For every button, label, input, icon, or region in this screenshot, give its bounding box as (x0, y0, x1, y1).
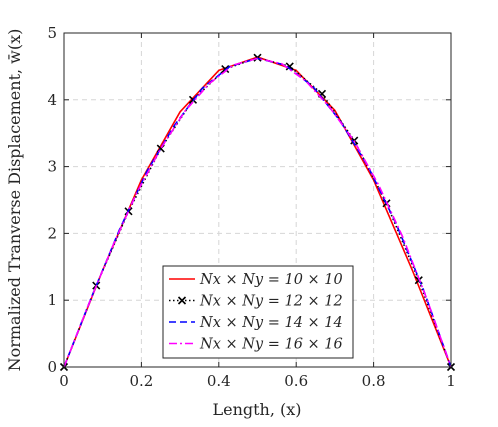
y-tick-label: 0 (47, 358, 57, 376)
y-tick-label: 1 (47, 291, 57, 309)
y-tick-label: 5 (47, 24, 57, 42)
x-tick-label: 0.6 (284, 372, 308, 390)
legend-label-4: Nx × Ny = 16 × 16 (199, 337, 343, 353)
y-tick-label: 3 (47, 158, 57, 176)
x-tick-label: 1 (446, 372, 456, 390)
legend-box (162, 265, 354, 359)
y-tick-label: 2 (47, 224, 57, 242)
x-tick-label: 0.4 (207, 372, 231, 390)
x-tick-label: 0 (59, 372, 69, 390)
legend-label-3: Nx × Ny = 14 × 14 (199, 315, 343, 331)
ticks: 0 0.2 0.4 0.6 0.8 1 0 1 2 3 4 5 (47, 24, 455, 390)
x-axis-label: Length, (x) (212, 400, 301, 419)
legend-label-1: Nx × Ny = 10 × 10 (199, 272, 343, 288)
y-axis-label: Normalized Tranverse Displacement, w̄(x) (5, 29, 24, 372)
legend-marker (177, 296, 187, 305)
series-line-4 (63, 57, 452, 368)
x-tick-label: 0.2 (129, 372, 153, 390)
series-group (59, 53, 456, 372)
plot-frame (63, 32, 452, 368)
x-tick-label: 0.8 (362, 372, 386, 390)
y-tick-label: 4 (47, 91, 57, 109)
legend-label-2: Nx × Ny = 12 × 12 (199, 294, 343, 310)
data-point-marker (285, 62, 294, 71)
legend: Nx × Ny = 10 × 10 Nx × Ny = 12 × 12 Nx × N… (162, 265, 354, 359)
